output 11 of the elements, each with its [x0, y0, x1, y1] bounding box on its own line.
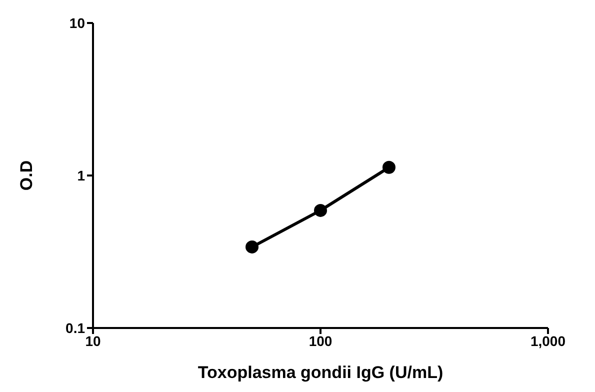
- y-tick-label: 10: [69, 14, 86, 31]
- point: [246, 240, 259, 254]
- y-tick-label: 0.1: [66, 320, 86, 336]
- x-tick-label: 10: [85, 332, 101, 349]
- x-tick-label: 100: [308, 332, 332, 349]
- point: [314, 204, 327, 217]
- x-axis-title: Toxoplasma gondii IgG (U/mL): [198, 363, 444, 382]
- y-tick-label: 1: [77, 167, 86, 184]
- x-tick-label: 1,000: [530, 332, 566, 349]
- point: [382, 160, 396, 174]
- y-axis-title: O.D: [17, 160, 36, 191]
